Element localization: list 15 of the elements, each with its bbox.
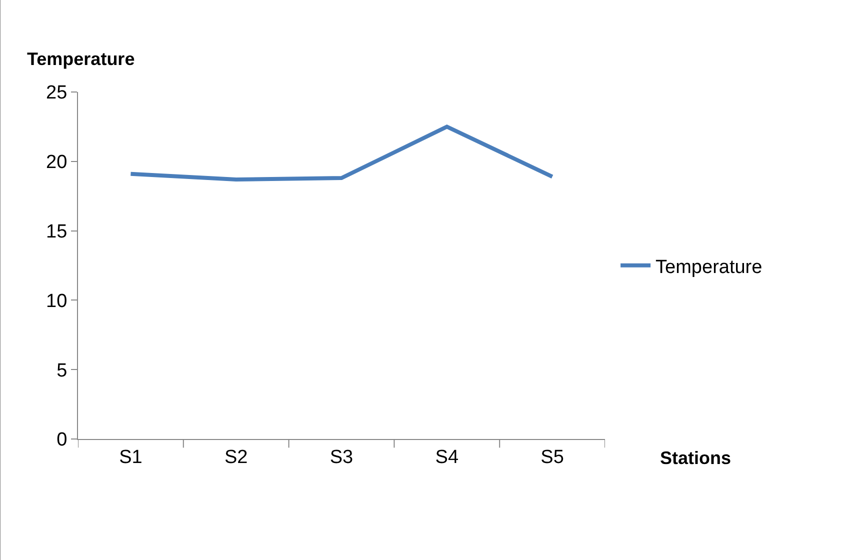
line-series: [128, 124, 554, 182]
y-tick-label: 0: [56, 430, 68, 451]
x-tick-label: S4: [435, 446, 459, 468]
x-tick-label: S2: [224, 446, 248, 468]
y-tick-label: 5: [56, 360, 68, 382]
x-tick-label: S1: [119, 446, 142, 468]
y-tick-label: 20: [46, 152, 68, 174]
x-tick-label: S3: [330, 446, 354, 468]
y-tick-label: 10: [46, 290, 68, 312]
y-axis-title: Temperature: [27, 49, 135, 69]
y-tick-label: 25: [46, 82, 68, 104]
y-tick-label: 15: [46, 221, 68, 242]
x-axis-title: Stations: [660, 448, 732, 468]
legend-label: Temperature: [656, 256, 762, 278]
x-tick-label: S5: [540, 446, 564, 468]
